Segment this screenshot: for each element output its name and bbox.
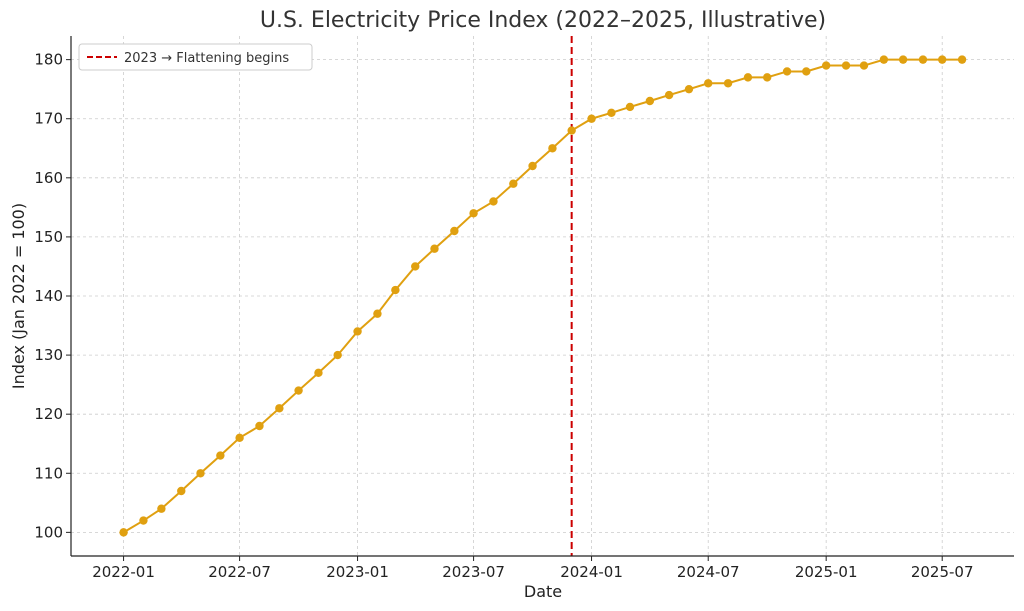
series-line	[123, 58, 963, 534]
data-point	[802, 67, 811, 76]
data-point	[548, 144, 557, 153]
data-point	[587, 114, 596, 123]
data-point	[509, 179, 518, 188]
x-tick-label: 2022-01	[92, 563, 155, 581]
legend-box	[78, 43, 313, 71]
data-point	[859, 61, 869, 70]
y-tick-label: 170	[34, 110, 63, 128]
x-tick-label: 2025-01	[795, 563, 858, 581]
y-tick-label: 110	[34, 464, 63, 482]
series-group	[119, 55, 967, 537]
data-point	[723, 79, 733, 88]
x-tick-label: 2024-07	[677, 563, 740, 581]
data-point	[314, 368, 323, 378]
data-point	[607, 108, 616, 118]
data-point	[898, 55, 908, 64]
data-point	[684, 84, 694, 94]
data-point	[411, 262, 420, 271]
y-tick-label: 140	[34, 287, 63, 305]
data-point	[625, 102, 635, 112]
data-point	[235, 433, 244, 443]
data-point	[879, 55, 889, 64]
data-point	[704, 79, 713, 88]
y-tick-label: 150	[34, 228, 63, 246]
data-point	[469, 209, 478, 218]
x-tick-label: 2023-07	[442, 563, 505, 581]
x-tick-label: 2025-07	[911, 563, 974, 581]
data-point	[528, 161, 537, 171]
y-tick-label: 130	[34, 346, 63, 364]
data-point	[821, 61, 831, 70]
data-point	[139, 516, 148, 525]
y-tick-label: 100	[34, 523, 63, 541]
y-tick-label: 180	[34, 51, 63, 69]
y-tick-label: 160	[34, 169, 63, 187]
data-point	[645, 96, 655, 106]
x-tick-label: 2023-01	[326, 563, 389, 581]
data-point	[333, 350, 342, 360]
legend: 2023 → Flattening begins	[78, 43, 313, 71]
data-point	[177, 486, 186, 496]
data-point	[762, 73, 772, 82]
data-point	[430, 244, 439, 253]
data-point	[957, 55, 967, 64]
axes	[66, 36, 1014, 561]
x-tick-label: 2024-01	[560, 563, 623, 581]
data-point	[196, 469, 205, 478]
data-point	[489, 197, 498, 206]
x-axis-label: Date	[524, 582, 562, 601]
data-point	[918, 55, 928, 64]
y-tick-label: 120	[34, 405, 63, 423]
chart-title: U.S. Electricity Price Index (2022–2025,…	[260, 8, 826, 33]
data-point	[294, 386, 303, 395]
data-point	[157, 504, 166, 513]
data-point	[353, 327, 362, 336]
data-point	[450, 226, 459, 236]
tick-labels: 2022-01 2022-07 2023-01 2023-07 2024-01 2024-…	[34, 51, 973, 581]
data-point	[743, 73, 753, 82]
data-point	[216, 451, 225, 460]
data-point	[391, 285, 400, 295]
data-point	[664, 90, 674, 100]
data-point	[255, 421, 264, 431]
x-tick-label: 2022-07	[208, 563, 271, 581]
data-point	[938, 55, 947, 64]
data-point	[841, 61, 851, 70]
data-point	[373, 309, 382, 318]
data-point	[567, 126, 576, 135]
y-axis-label: Index (Jan 2022 = 100)	[9, 203, 28, 389]
legend-label: 2023 → Flattening begins	[124, 51, 289, 66]
data-point	[782, 67, 792, 76]
data-point	[275, 404, 284, 413]
data-point	[119, 528, 128, 537]
grid	[71, 36, 1014, 556]
